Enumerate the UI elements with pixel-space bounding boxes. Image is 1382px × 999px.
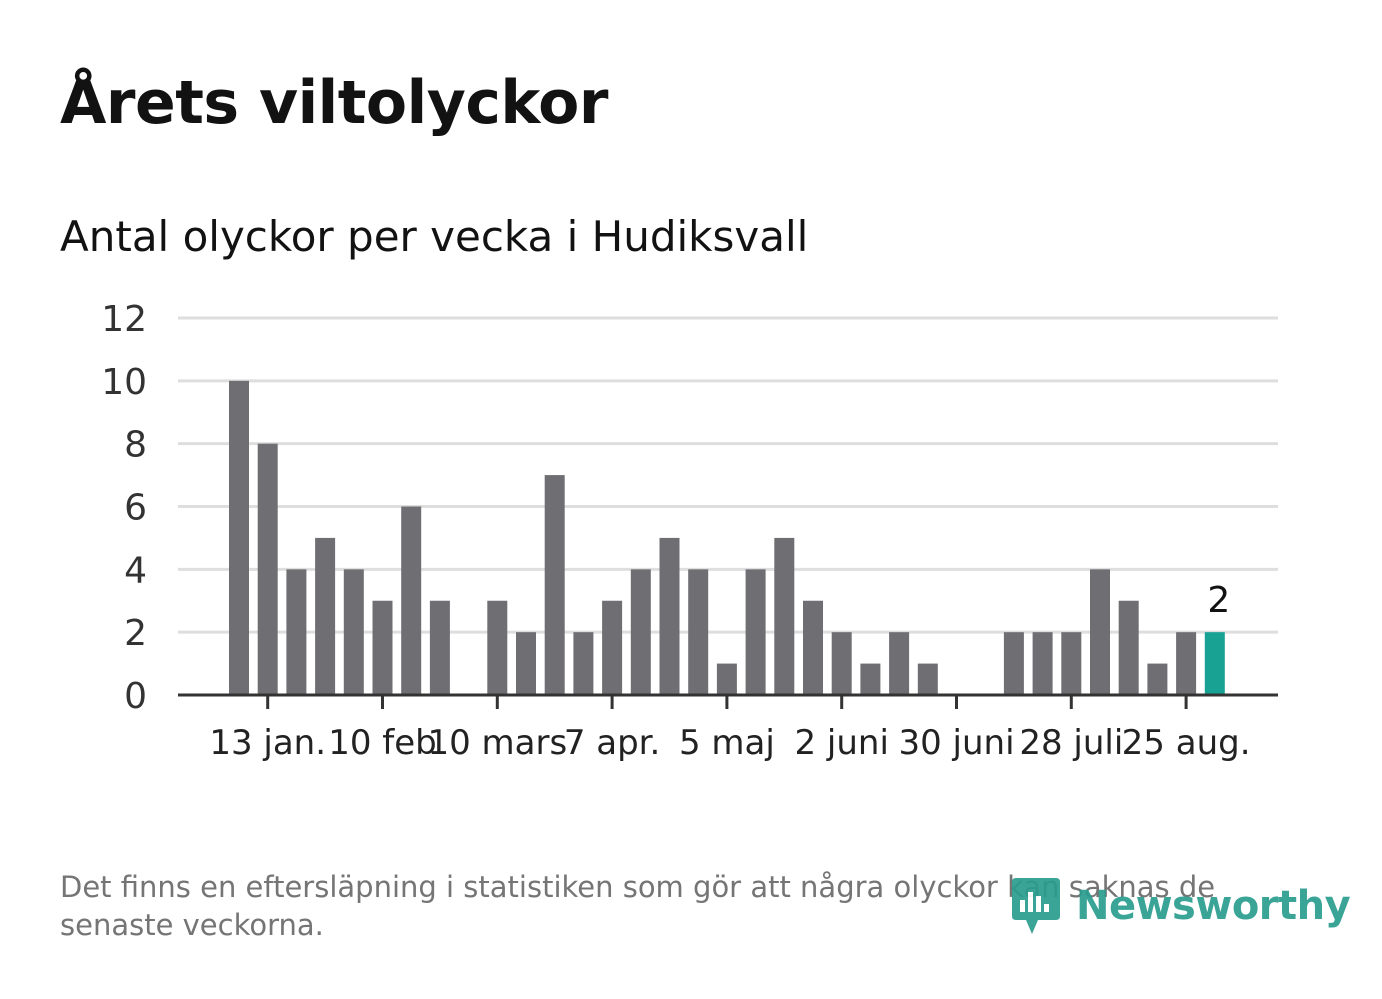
y-tick-label: 2 <box>124 613 147 654</box>
bar <box>1118 600 1139 695</box>
bar <box>860 663 881 695</box>
bar <box>343 569 364 695</box>
bar <box>372 600 393 695</box>
x-tick-label: 28 juli <box>1019 723 1123 763</box>
bar <box>688 569 709 695</box>
gridlines <box>178 316 1278 634</box>
bar <box>774 537 795 695</box>
chart-title: Årets viltolyckor <box>60 68 609 138</box>
y-tick-label: 6 <box>124 488 147 529</box>
bar <box>630 569 651 695</box>
y-tick-label: 10 <box>101 362 147 403</box>
y-tick-label: 8 <box>124 425 147 466</box>
bar <box>889 632 910 695</box>
x-tick-label: 30 juni <box>898 723 1014 763</box>
bar <box>315 537 336 695</box>
bar <box>1032 632 1053 695</box>
bar <box>659 537 680 695</box>
bar <box>573 632 594 695</box>
bar-highlight <box>1204 632 1225 695</box>
bar <box>745 569 766 695</box>
bar <box>602 600 623 695</box>
x-tick-label: 2 juni <box>794 723 888 763</box>
bar <box>917 663 938 695</box>
x-tick-label: 5 maj <box>679 723 775 763</box>
bar <box>803 600 823 695</box>
bar <box>831 632 852 695</box>
x-tick-label: 7 apr. <box>564 723 661 763</box>
bar <box>1176 632 1197 695</box>
bars <box>229 380 1225 695</box>
bar <box>1090 569 1110 695</box>
bar <box>429 600 450 695</box>
x-tick-label: 10 mars <box>427 723 567 763</box>
bar <box>487 600 508 695</box>
x-tick-label: 25 aug. <box>1122 723 1251 763</box>
logo-text: Newsworthy <box>1076 883 1351 929</box>
bar <box>257 443 278 695</box>
newsworthy-logo: Newsworthy <box>1010 876 1351 936</box>
bar <box>286 569 307 695</box>
bar <box>1003 632 1024 695</box>
bar <box>516 632 536 695</box>
highlight-value-label: 2 <box>1207 580 1230 621</box>
y-tick-label: 0 <box>124 676 147 717</box>
y-axis-labels: 0 2 4 6 8 10 12 <box>101 299 147 717</box>
bar <box>1061 632 1082 695</box>
x-tick-label: 13 jan. <box>209 723 326 763</box>
bar <box>716 663 737 695</box>
annotations: 2 <box>1207 580 1230 621</box>
y-tick-label: 4 <box>124 550 147 591</box>
chart-subtitle: Antal olyckor per vecka i Hudiksvall <box>60 212 809 261</box>
bar <box>1147 663 1168 695</box>
bar <box>544 475 565 695</box>
bar <box>229 380 249 695</box>
bar <box>401 506 422 695</box>
newsworthy-logo-icon <box>1012 878 1060 934</box>
y-tick-label: 12 <box>101 299 147 340</box>
x-tick-label: 10 feb <box>328 723 437 763</box>
